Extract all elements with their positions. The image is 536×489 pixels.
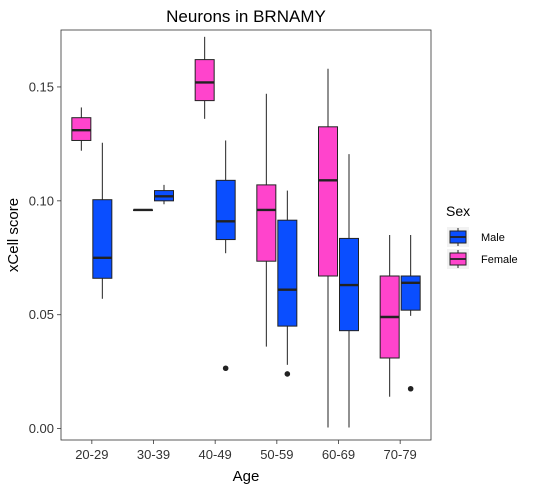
x-tick-label: 40-49	[199, 447, 232, 462]
box-female-70-79	[379, 235, 400, 397]
legend: Sex Male Female	[446, 203, 518, 269]
outlier-point	[407, 385, 414, 392]
box-female-20-29	[71, 107, 92, 151]
box-female-40-49	[194, 36, 215, 119]
box-body	[92, 199, 113, 279]
box-female-50-59	[256, 93, 277, 347]
y-axis-title: xCell score	[5, 198, 22, 272]
y-tick-label: 0.10	[29, 193, 54, 208]
y-tick-label: 0.15	[29, 79, 54, 94]
box-body	[318, 126, 338, 277]
box-male-20-29	[92, 142, 113, 299]
y-tick-label: 0.00	[29, 421, 54, 436]
box-body	[400, 275, 421, 311]
x-tick-label: 70-79	[384, 447, 417, 462]
x-tick-label: 20-29	[75, 447, 108, 462]
legend-key-female: Female	[447, 249, 518, 269]
box-male-50-59	[277, 190, 298, 377]
plot-panel	[60, 29, 432, 441]
box-male-70-79	[400, 235, 421, 392]
y-tick-label: 0.05	[29, 307, 54, 322]
box-male-60-69	[339, 154, 359, 428]
legend-label: Male	[481, 232, 505, 244]
box-male-40-49	[215, 140, 236, 372]
box-male-30-39	[154, 184, 174, 205]
box-body	[277, 219, 298, 327]
chart-title: Neurons in BRNAMY	[166, 7, 326, 26]
x-tick-label: 50-59	[260, 447, 293, 462]
x-tick-label: 30-39	[137, 447, 170, 462]
outlier-point	[222, 365, 229, 372]
y-axis: 0.00 0.05 0.10 0.15	[29, 79, 61, 436]
x-axis: 20-29 30-39 40-49 50-59 60-69 70-79	[75, 440, 417, 462]
legend-title: Sex	[446, 203, 470, 219]
x-tick-label: 60-69	[322, 447, 355, 462]
x-axis-title: Age	[233, 468, 260, 485]
outlier-point	[284, 371, 291, 377]
box-layer	[71, 36, 421, 428]
box-body	[215, 179, 236, 241]
box-female-30-39	[133, 208, 153, 212]
legend-key-male: Male	[447, 227, 505, 247]
box-body	[194, 59, 215, 102]
box-body	[256, 184, 277, 262]
box-female-60-69	[318, 68, 338, 428]
legend-label: Female	[481, 254, 518, 266]
